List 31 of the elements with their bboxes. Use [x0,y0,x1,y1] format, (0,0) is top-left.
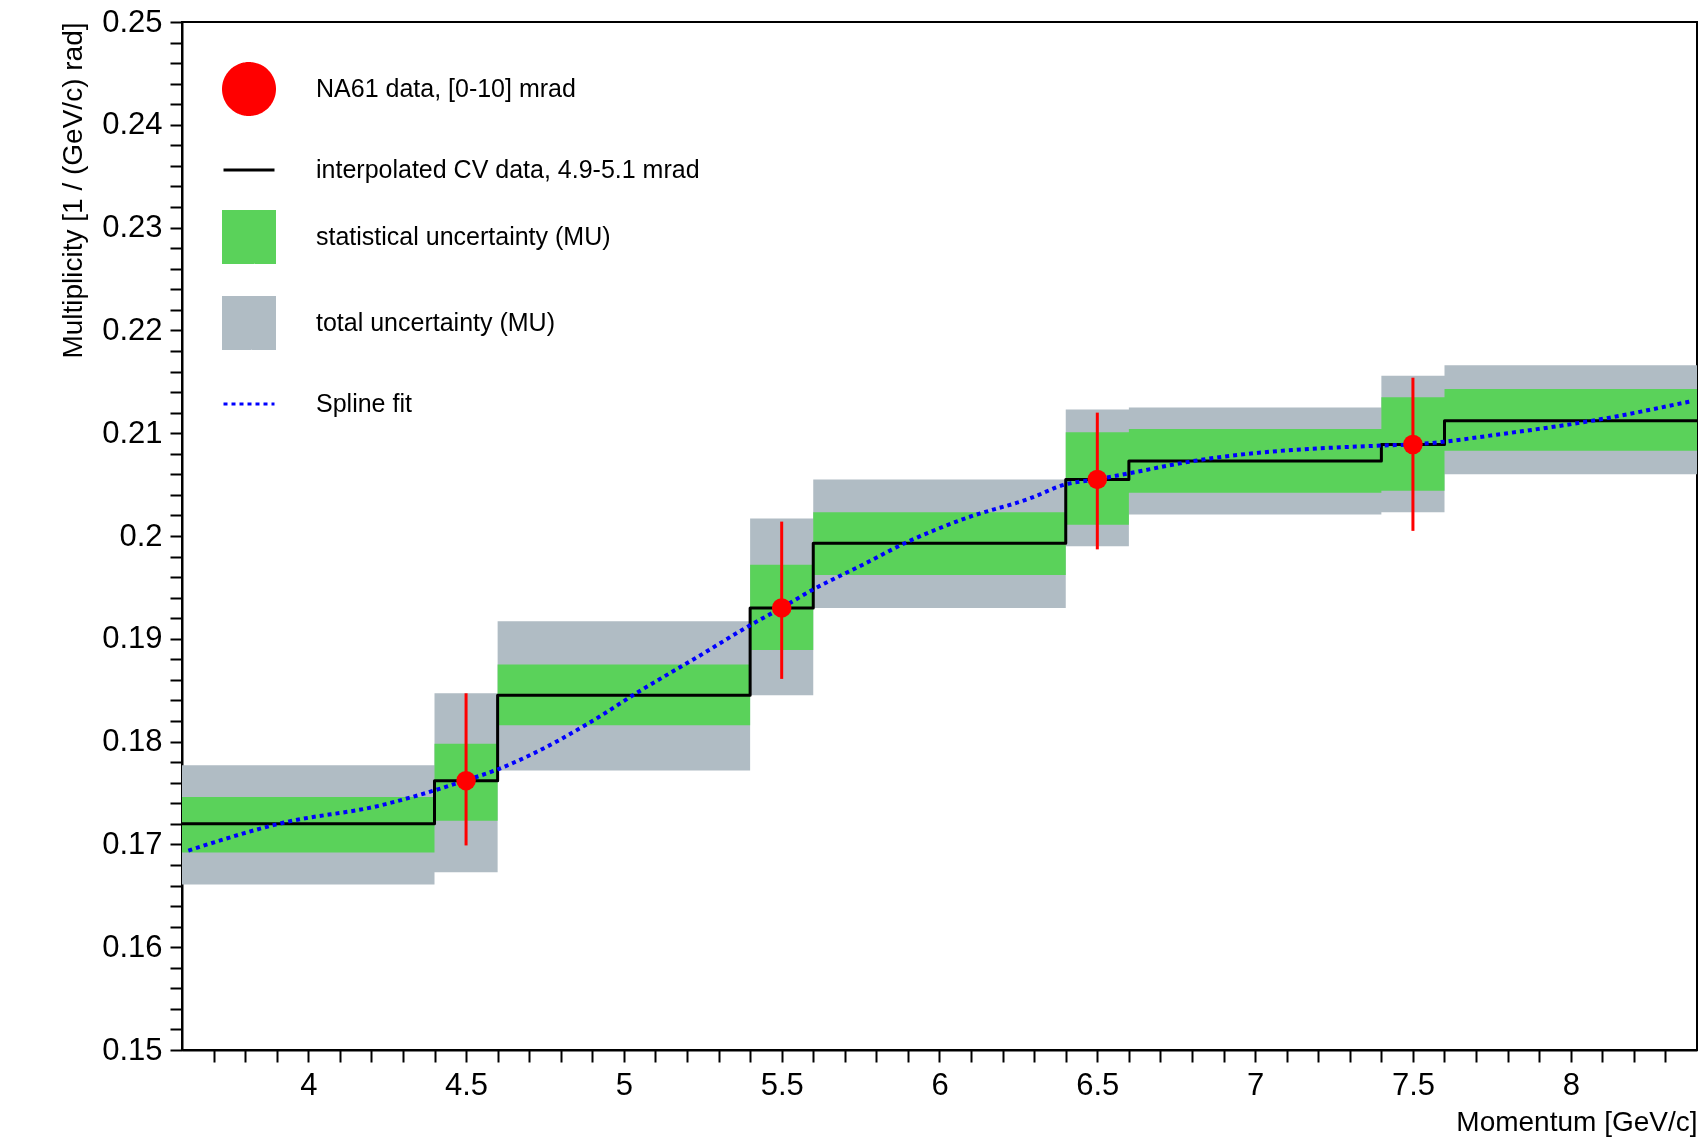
x-tick-label: 6 [931,1066,949,1102]
x-tick-label: 4.5 [445,1066,489,1102]
point [456,770,476,791]
y-tick-label: 0.24 [102,106,163,142]
x-tick-label: 5.5 [760,1066,804,1102]
y-tick-label: 0.16 [102,928,163,964]
x-tick-label: 7.5 [1391,1066,1435,1102]
y-tick-label: 0.22 [102,311,163,347]
point [1087,469,1108,490]
point [1403,434,1423,455]
legend-label: total uncertainty (MU) [316,308,555,336]
y-tick-label: 0.21 [102,414,163,450]
x-tick-label: 5 [615,1066,633,1102]
y-tick-label: 0.15 [102,1031,163,1067]
legend-label: NA61 data, [0-10] mrad [316,74,576,102]
x-tick-label: 6.5 [1076,1066,1120,1102]
y-axis-title: Multiplicity [1 / (GeV/c) rad] [57,22,89,359]
y-tick-label: 0.25 [102,3,163,39]
y-tick-label: 0.17 [102,825,163,861]
y-tick-label: 0.18 [102,723,163,759]
y-tick-label: 0.19 [102,620,163,656]
legend-label: interpolated CV data, 4.9-5.1 mrad [316,155,700,183]
point [771,598,792,618]
legend-label: statistical uncertainty (MU) [316,222,611,250]
x-tick-label: 8 [1562,1066,1580,1102]
x-axis-title: Momentum [GeV/c] [1456,1105,1698,1137]
y-tick-label: 0.2 [119,517,163,553]
y-tick-label: 0.23 [102,209,163,245]
legend-label: Spline fit [316,389,412,417]
x-tick-label: 4 [300,1066,318,1102]
x-tick-label: 7 [1247,1066,1265,1102]
